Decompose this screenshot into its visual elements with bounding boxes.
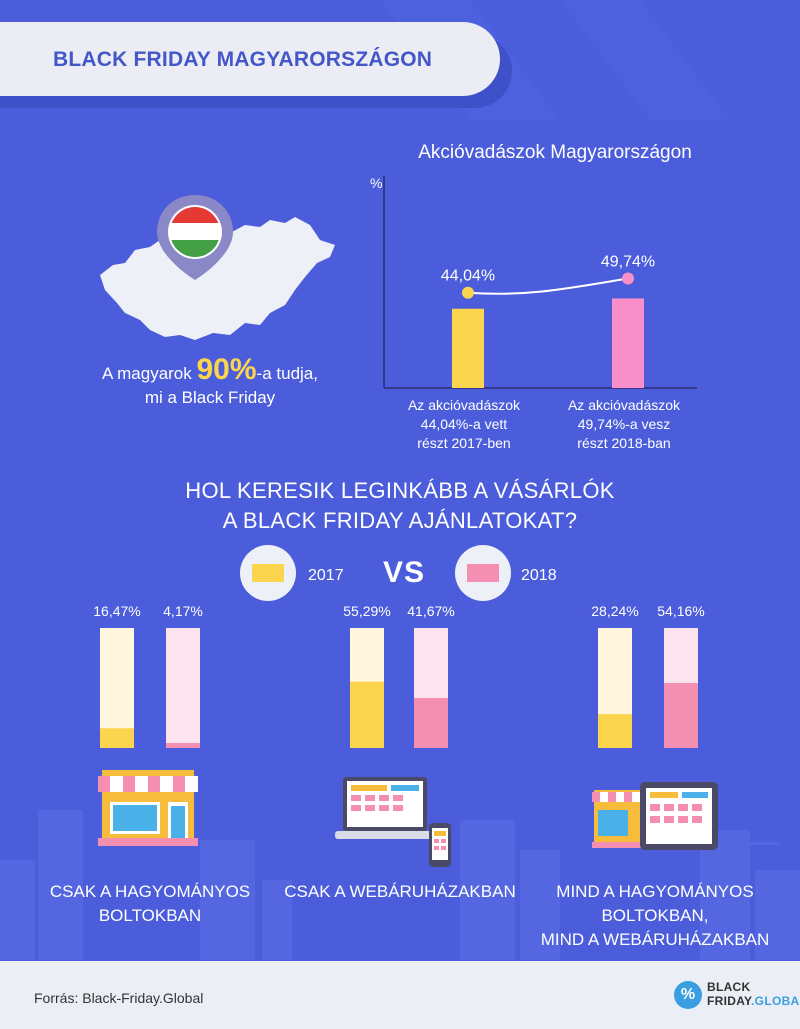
category-label-webshops: CSAK A WEBÁRUHÁZAKBAN xyxy=(270,880,530,904)
category-label-both-line1: MIND A HAGYOMÁNYOS xyxy=(556,882,754,901)
question-title-line2: A BLACK FRIDAY AJÁNLATOKAT? xyxy=(222,508,578,533)
store-tablet-icon xyxy=(592,782,718,850)
legend-label-2017: 2017 xyxy=(308,567,344,584)
chart1-connector xyxy=(467,277,629,295)
chart1-category-label-0-0: Az akcióvadászok xyxy=(408,397,521,413)
chart1-category-label-1-1: 49,74%-a vesz xyxy=(578,416,671,432)
chart1-svg: % 44,04% 49,74% Az akcióvadászok 44,04%-a ve… xyxy=(370,175,697,451)
hungary-map-icon xyxy=(100,195,335,340)
logo-line2: FRIDAY.GLOBAL xyxy=(707,994,800,1008)
chart1-y-label: % xyxy=(370,175,382,191)
category-label-both-line2: BOLTOKBAN, xyxy=(601,906,709,925)
legend-label-2018: 2018 xyxy=(521,567,557,584)
legend-circle-2018 xyxy=(455,545,511,601)
awareness-value: 90% xyxy=(196,353,257,386)
category-label-stores: CSAK A HAGYOMÁNYOS BOLTOKBAN xyxy=(30,880,270,928)
logo-line2a: FRIDAY xyxy=(707,994,752,1008)
chart2-value-label-1-2: 54,16% xyxy=(657,603,704,619)
legend-2018: 2018 xyxy=(455,545,575,605)
chart1-category-label-1-0: Az akcióvadászok xyxy=(568,397,681,413)
chart1-bar-0 xyxy=(452,308,484,388)
category-label-both: MIND A HAGYOMÁNYOS BOLTOKBAN, MIND A WEB… xyxy=(520,880,790,952)
logo-line2b: .GLOBAL xyxy=(751,994,800,1008)
category-label-stores-line1: CSAK A HAGYOMÁNYOS xyxy=(49,882,251,901)
chart2-bar-1-0 xyxy=(166,742,200,748)
awareness-line2: mi a Black Friday xyxy=(144,388,276,407)
chart1-title: Akcióvadászok Magyarországon xyxy=(418,142,692,163)
legend-2017: 2017 xyxy=(240,545,360,605)
category-label-both-line3: MIND A WEBÁRUHÁZAKBAN xyxy=(540,930,770,949)
chart2-bar-bg-0-0 xyxy=(100,628,134,748)
category-label-stores-line2: BOLTOKBAN xyxy=(98,906,202,925)
legend-swatch-2017 xyxy=(252,564,284,582)
chart2-value-label-1-0: 4,17% xyxy=(163,603,203,619)
brand-logo: % BLACK FRIDAY.GLOBAL xyxy=(674,978,800,1014)
vs-label: VS xyxy=(383,556,426,589)
source-text: Forrás: Black-Friday.Global xyxy=(34,990,204,1006)
chart2-value-label-0-1: 55,29% xyxy=(343,603,390,619)
chart2-svg: 16,47% 55,29% 28,24% 4,17% 41,67% 54,16% xyxy=(93,603,705,748)
chart2-bar-bg-1-0 xyxy=(166,628,200,748)
awareness-prefix: A magyarok xyxy=(102,364,192,383)
chart1-category-label-0-2: részt 2017-ben xyxy=(417,435,510,451)
chart1-bar-1 xyxy=(612,298,644,388)
percent-icon: % xyxy=(674,981,702,1009)
chart1-value-label-1: 49,74% xyxy=(601,253,655,270)
legend-swatch-2018 xyxy=(467,564,499,582)
chart1-value-label-0: 44,04% xyxy=(441,268,495,285)
store-icon xyxy=(98,770,198,846)
chart2-bar-1-1 xyxy=(414,697,448,748)
question-title: HOL KERESIK LEGINKÁBB A VÁSÁRLÓK A BLACK… xyxy=(100,476,700,536)
laptop-phone-icon xyxy=(335,777,451,867)
chart2-value-label-0-0: 16,47% xyxy=(93,603,140,619)
chart2-bar-0-2 xyxy=(598,714,632,748)
city-skyline xyxy=(0,810,800,960)
chart1-dot-0 xyxy=(462,286,474,299)
chart2-value-label-0-2: 28,24% xyxy=(591,603,638,619)
footer xyxy=(0,961,800,1029)
chart1-category-label-0-1: 44,04%-a vett xyxy=(421,416,507,432)
chart2-bar-0-0 xyxy=(100,728,134,748)
page-title: BLACK FRIDAY MAGYARORSZÁGON xyxy=(53,48,433,71)
chart2-bar-1-2 xyxy=(664,683,698,748)
header-banner xyxy=(0,22,500,96)
legend-circle-2017 xyxy=(240,545,296,601)
category-label-webshops-line1: CSAK A WEBÁRUHÁZAKBAN xyxy=(284,882,516,901)
chart1-category-label-1-2: részt 2018-ban xyxy=(577,435,670,451)
chart2-value-label-1-1: 41,67% xyxy=(407,603,454,619)
logo-line1: BLACK xyxy=(707,980,751,994)
awareness-text: A magyarok 90%-a tudja, mi a Black Frida… xyxy=(60,355,360,410)
question-title-line1: HOL KERESIK LEGINKÁBB A VÁSÁRLÓK xyxy=(185,478,615,503)
map-pin-icon xyxy=(157,195,233,280)
awareness-suffix: -a tudja, xyxy=(256,364,318,383)
chart1-dot-1 xyxy=(622,272,634,285)
chart2-bar-0-1 xyxy=(350,681,384,748)
